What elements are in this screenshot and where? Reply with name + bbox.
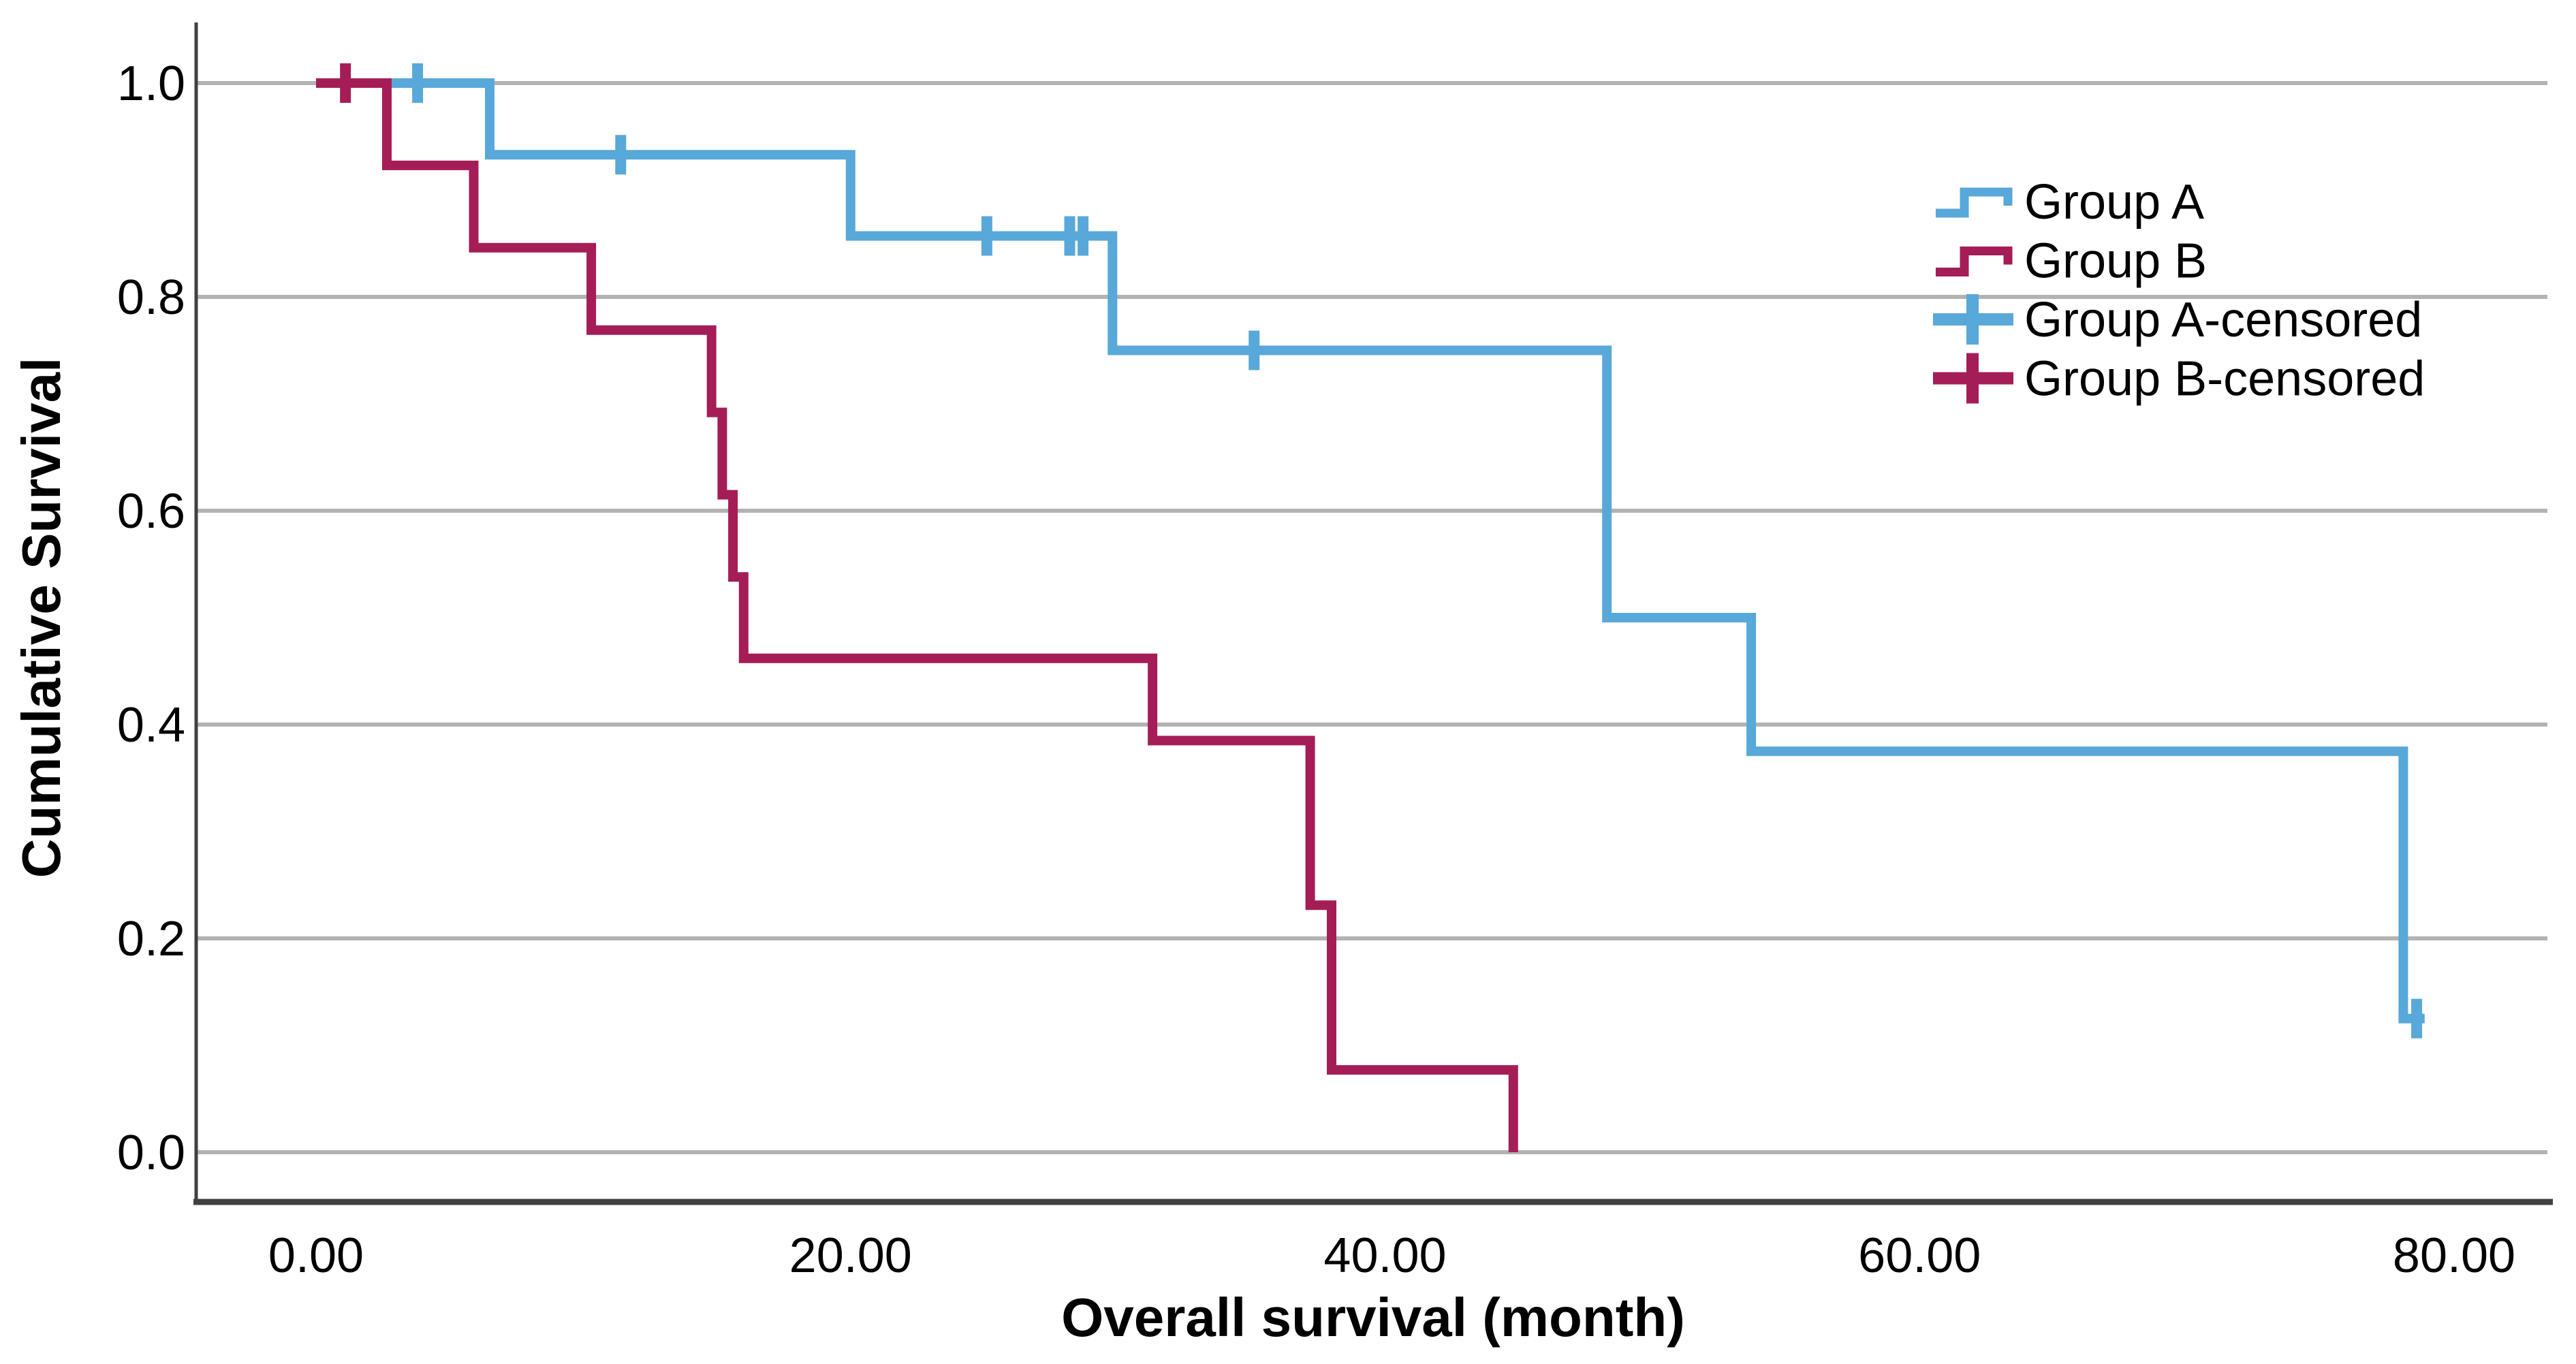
legend-label: Group B-censored [2024,352,2425,407]
legend-item-group-b-censored: Group B-censored [1933,352,2425,407]
y-tick-label-0.2: 0.2 [117,912,185,966]
legend-step-line-icon [1936,247,2013,276]
y-axis-tick-labels: 1.0 0.8 0.6 0.4 0.2 0.0 [117,57,185,1180]
legend-label: Group B [2024,234,2207,289]
x-axis-title: Overall survival (month) [1061,1287,1685,1348]
legend-step-line-icon [1936,187,2013,218]
x-tick-label-60.00: 60.00 [1858,1228,1981,1283]
legend-item-group-a: Group A [1936,175,2204,229]
survival-curves [316,78,2425,1152]
x-tick-label-80.00: 80.00 [2393,1228,2515,1283]
legend-label: Group A [2024,175,2204,229]
y-tick-label-0.0: 0.0 [117,1126,185,1180]
y-tick-label-0.8: 0.8 [117,270,185,325]
y-axis-title: Cumulative Survival [11,358,72,878]
y-tick-label-1.0: 1.0 [117,57,185,111]
curve-group-b [316,78,1518,1152]
curve-group-a [316,78,2425,1024]
x-tick-label-20.00: 20.00 [789,1228,912,1283]
censor-marks [340,63,2423,1038]
y-tick-label-0.6: 0.6 [117,484,185,539]
x-axis-tick-labels: 0.00 20.00 40.00 60.00 80.00 [268,1228,2515,1283]
legend-item-group-b: Group B [1936,234,2207,289]
y-tick-label-0.4: 0.4 [117,698,185,752]
legend-label: Group A-censored [2024,293,2422,347]
legend-item-group-a-censored: Group A-censored [1933,293,2422,347]
x-tick-label-40.00: 40.00 [1323,1228,1446,1283]
axes [193,22,2553,1205]
x-tick-label-0.00: 0.00 [268,1228,364,1283]
